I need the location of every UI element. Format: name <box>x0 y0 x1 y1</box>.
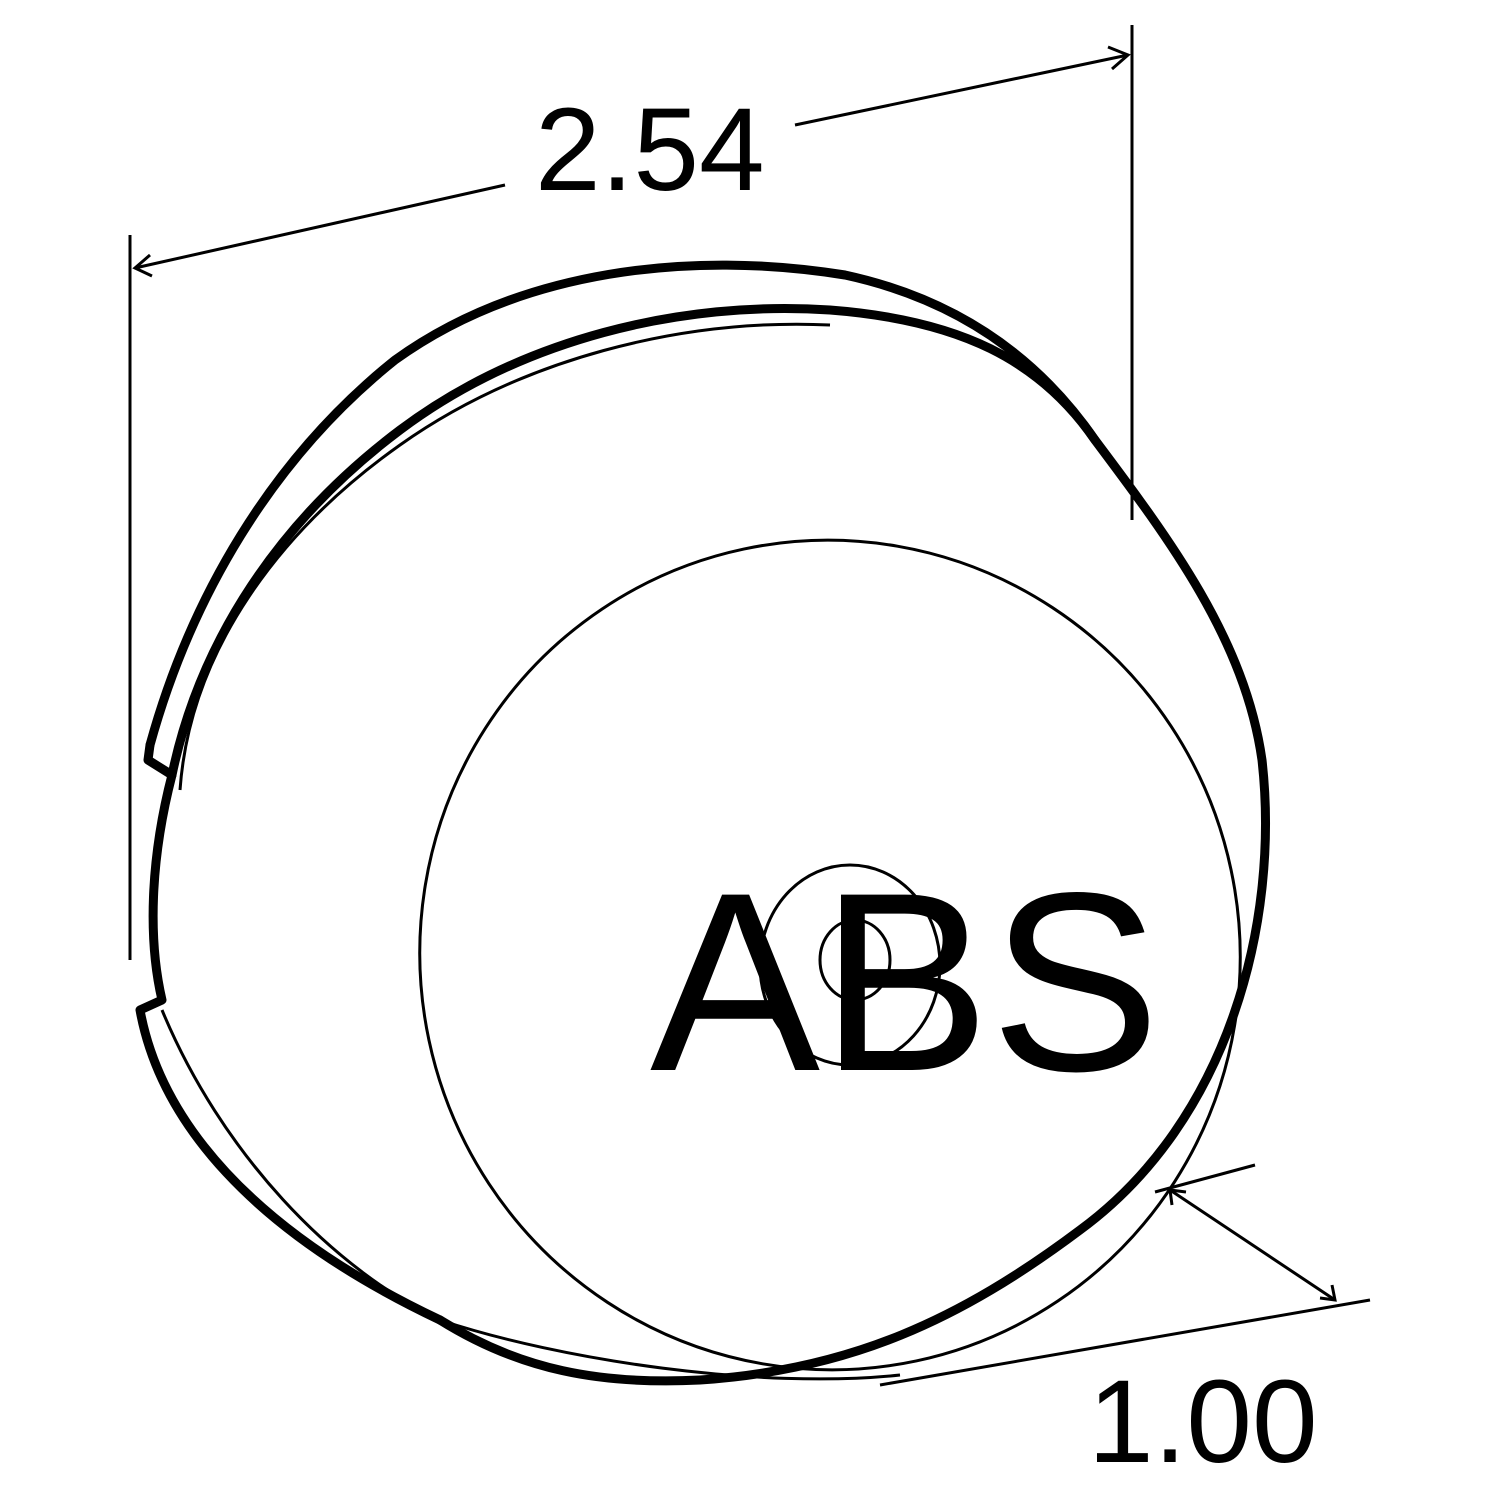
diameter-dimension: 2.54 <box>128 25 1134 960</box>
depth-dimension: 1.00 <box>879 1163 1371 1488</box>
diameter-value: 2.54 <box>535 84 765 216</box>
abs-label: ABS <box>650 840 1160 1125</box>
housing-outline <box>135 260 1270 1386</box>
inner-rim <box>160 304 1100 1381</box>
abs-logo: ABS <box>649 839 1162 1127</box>
depth-value: 1.00 <box>1088 1356 1318 1488</box>
lens-face <box>418 538 1242 1372</box>
